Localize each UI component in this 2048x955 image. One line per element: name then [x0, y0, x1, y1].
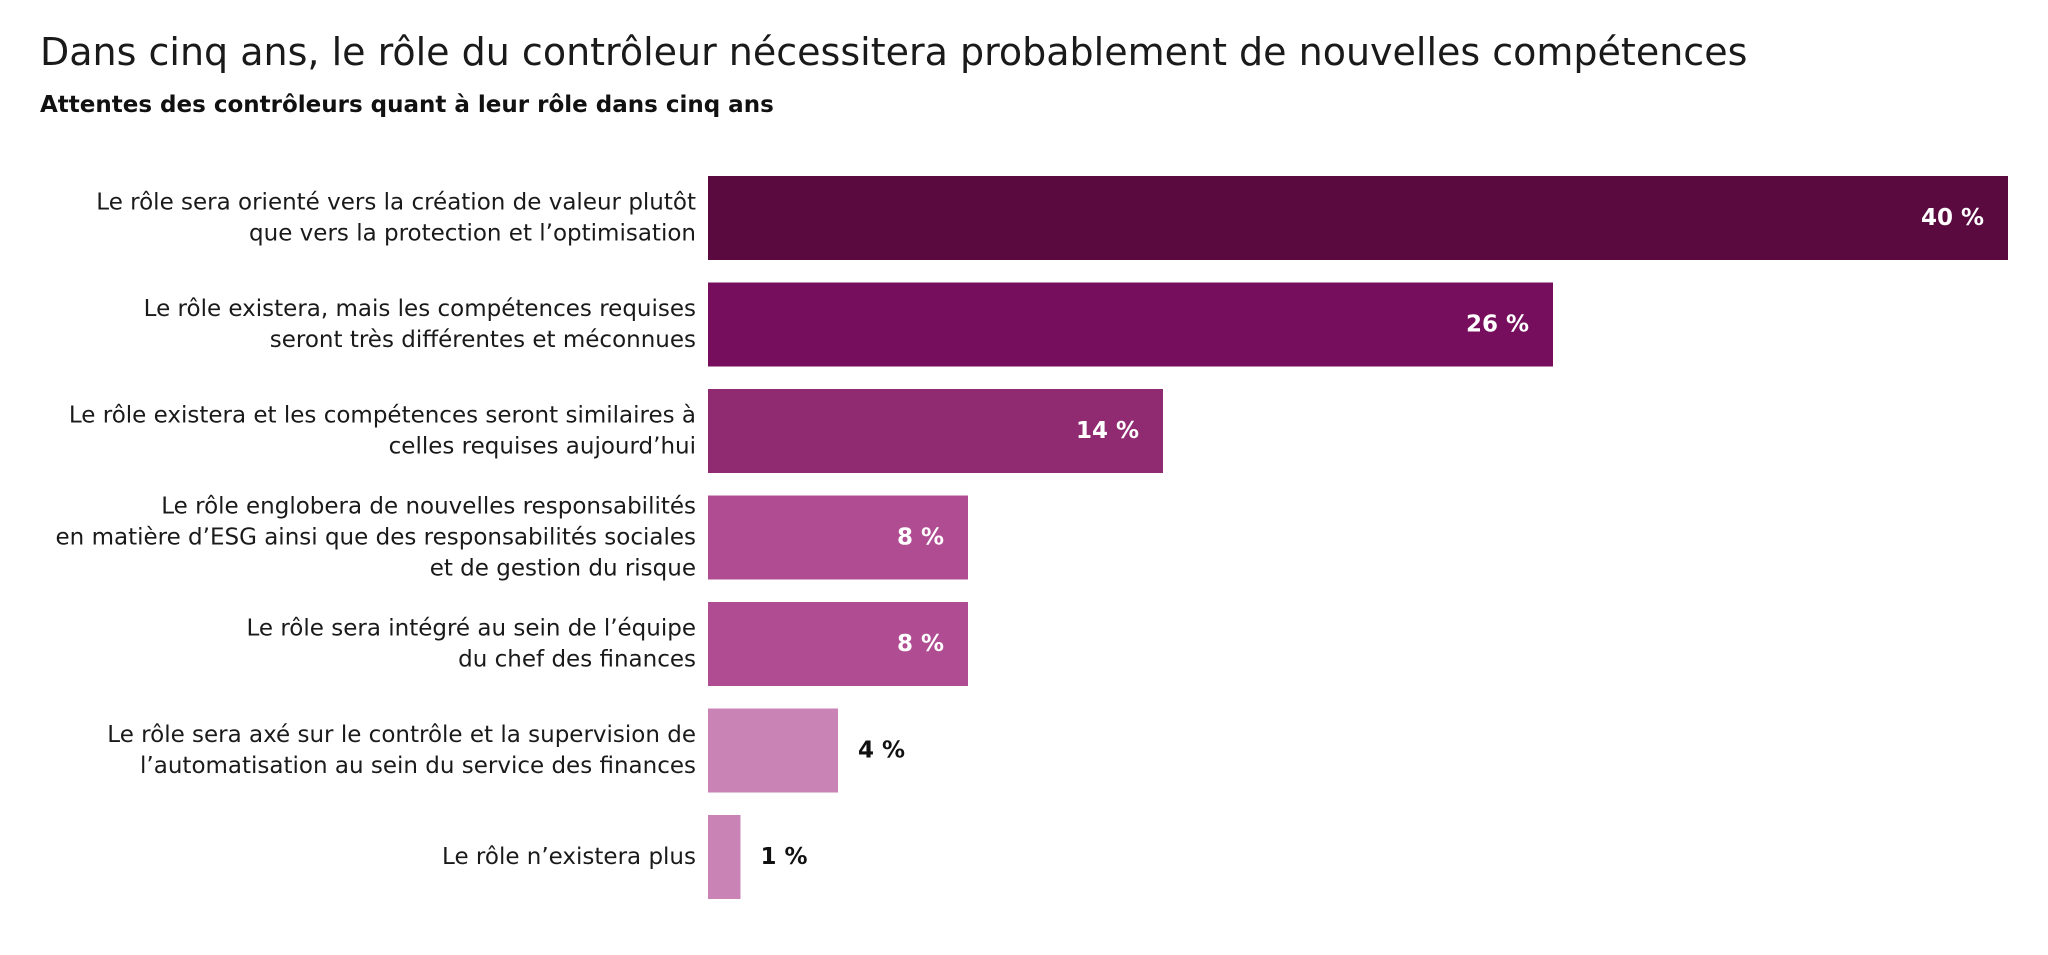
chart-subtitle: Attentes des contrôleurs quant à leur rô… — [40, 92, 774, 118]
bar-4 — [708, 495, 968, 580]
chart-title: Dans cinq ans, le rôle du contrôleur néc… — [40, 30, 1748, 74]
bar-6 — [708, 708, 838, 793]
value-label-1: 40 % — [1921, 205, 1984, 231]
category-label-2: Le rôle existera, mais les compétences r… — [144, 296, 696, 353]
bar-2 — [708, 282, 1553, 367]
value-label-7: 1 % — [761, 844, 808, 870]
value-label-5: 8 % — [897, 631, 944, 657]
bar-5 — [708, 602, 968, 686]
category-label-5: Le rôle sera intégré au sein de l’équipe… — [246, 616, 696, 673]
bar-1 — [708, 176, 2008, 260]
value-label-3: 14 % — [1076, 418, 1139, 444]
bar-3 — [708, 389, 1163, 473]
category-label-7: Le rôle n’existera plus — [442, 844, 696, 870]
category-label-6: Le rôle sera axé sur le contrôle et la s… — [107, 722, 696, 779]
category-label-4: Le rôle englobera de nouvelles responsab… — [56, 494, 696, 582]
category-label-1: Le rôle sera orienté vers la création de… — [96, 190, 696, 247]
bar-7 — [708, 815, 741, 899]
category-label-3: Le rôle existera et les compétences sero… — [69, 403, 696, 460]
value-label-2: 26 % — [1466, 312, 1529, 338]
value-label-4: 8 % — [897, 525, 944, 551]
value-label-6: 4 % — [858, 738, 905, 764]
